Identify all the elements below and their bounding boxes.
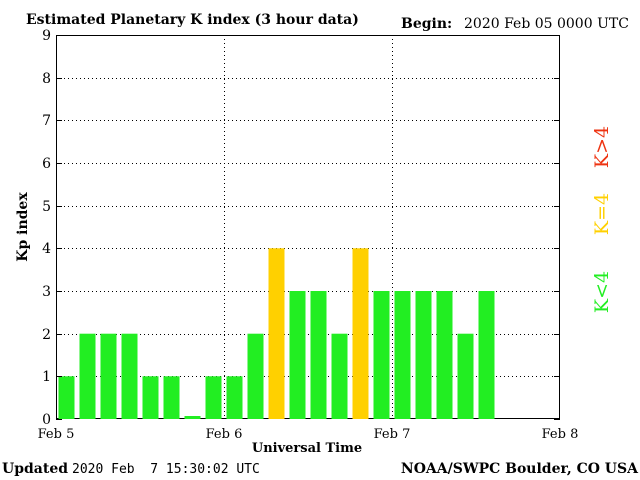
x-tick-label: Feb 8 <box>542 427 579 442</box>
updated-label: Updated <box>2 461 68 477</box>
kp-bar <box>268 248 285 419</box>
axis-ticks: 0 1 2 3 4 5 6 7 8 9 Feb 5 Feb 6 Feb 7 Feb 8 <box>38 28 579 442</box>
y-tick-label: 5 <box>42 199 51 215</box>
y-tick-label: 4 <box>42 241 51 257</box>
bars <box>58 248 495 419</box>
x-axis-label: Universal Time <box>252 441 362 456</box>
kp-bar <box>163 376 180 419</box>
kp-bar <box>394 291 411 419</box>
kp-bar <box>436 291 453 419</box>
y-tick-label: 6 <box>42 156 51 172</box>
source-credit: NOAA/SWPC Boulder, CO USA <box>401 461 639 477</box>
kp-bar <box>352 248 369 419</box>
kp-bar <box>79 333 96 419</box>
kp-bar <box>58 376 75 419</box>
kp-bar <box>289 291 306 419</box>
kp-bar <box>184 416 201 419</box>
kp-bar <box>457 333 474 419</box>
kp-bar <box>373 291 390 419</box>
begin-value: 2020 Feb 05 0000 UTC <box>464 16 629 32</box>
kp-bar <box>331 333 348 419</box>
x-tick-label: Feb 6 <box>206 427 243 442</box>
y-tick-label: 0 <box>42 412 51 428</box>
legend-below-4: K<4 <box>591 271 613 313</box>
y-tick-label: 7 <box>42 113 51 129</box>
kp-bar <box>100 333 117 419</box>
kp-bar <box>226 376 243 419</box>
legend-equal-4: K=4 <box>591 193 613 235</box>
begin-label: Begin: <box>401 16 452 32</box>
kp-bar <box>205 376 222 419</box>
kp-bar <box>415 291 432 419</box>
grid-lines <box>56 35 560 419</box>
chart-title: Estimated Planetary K index (3 hour data… <box>26 12 359 28</box>
legend-above-4: K>4 <box>591 126 613 168</box>
y-tick-label: 2 <box>42 327 51 343</box>
kp-bar <box>478 291 495 419</box>
updated-timestamp: 2020 Feb 7 15:30:02 UTC <box>72 462 260 477</box>
y-axis-label: Kp index <box>15 192 31 262</box>
kp-bar <box>142 376 159 419</box>
kp-bar <box>121 333 138 419</box>
x-tick-label: Feb 7 <box>374 427 411 442</box>
kp-bar <box>310 291 327 419</box>
plot-area <box>56 35 560 419</box>
kp-bar <box>247 333 264 419</box>
y-tick-label: 9 <box>42 28 51 44</box>
y-tick-label: 3 <box>42 284 51 300</box>
y-tick-label: 8 <box>42 71 51 87</box>
y-tick-label: 1 <box>42 369 51 385</box>
x-tick-label: Feb 5 <box>38 427 75 442</box>
